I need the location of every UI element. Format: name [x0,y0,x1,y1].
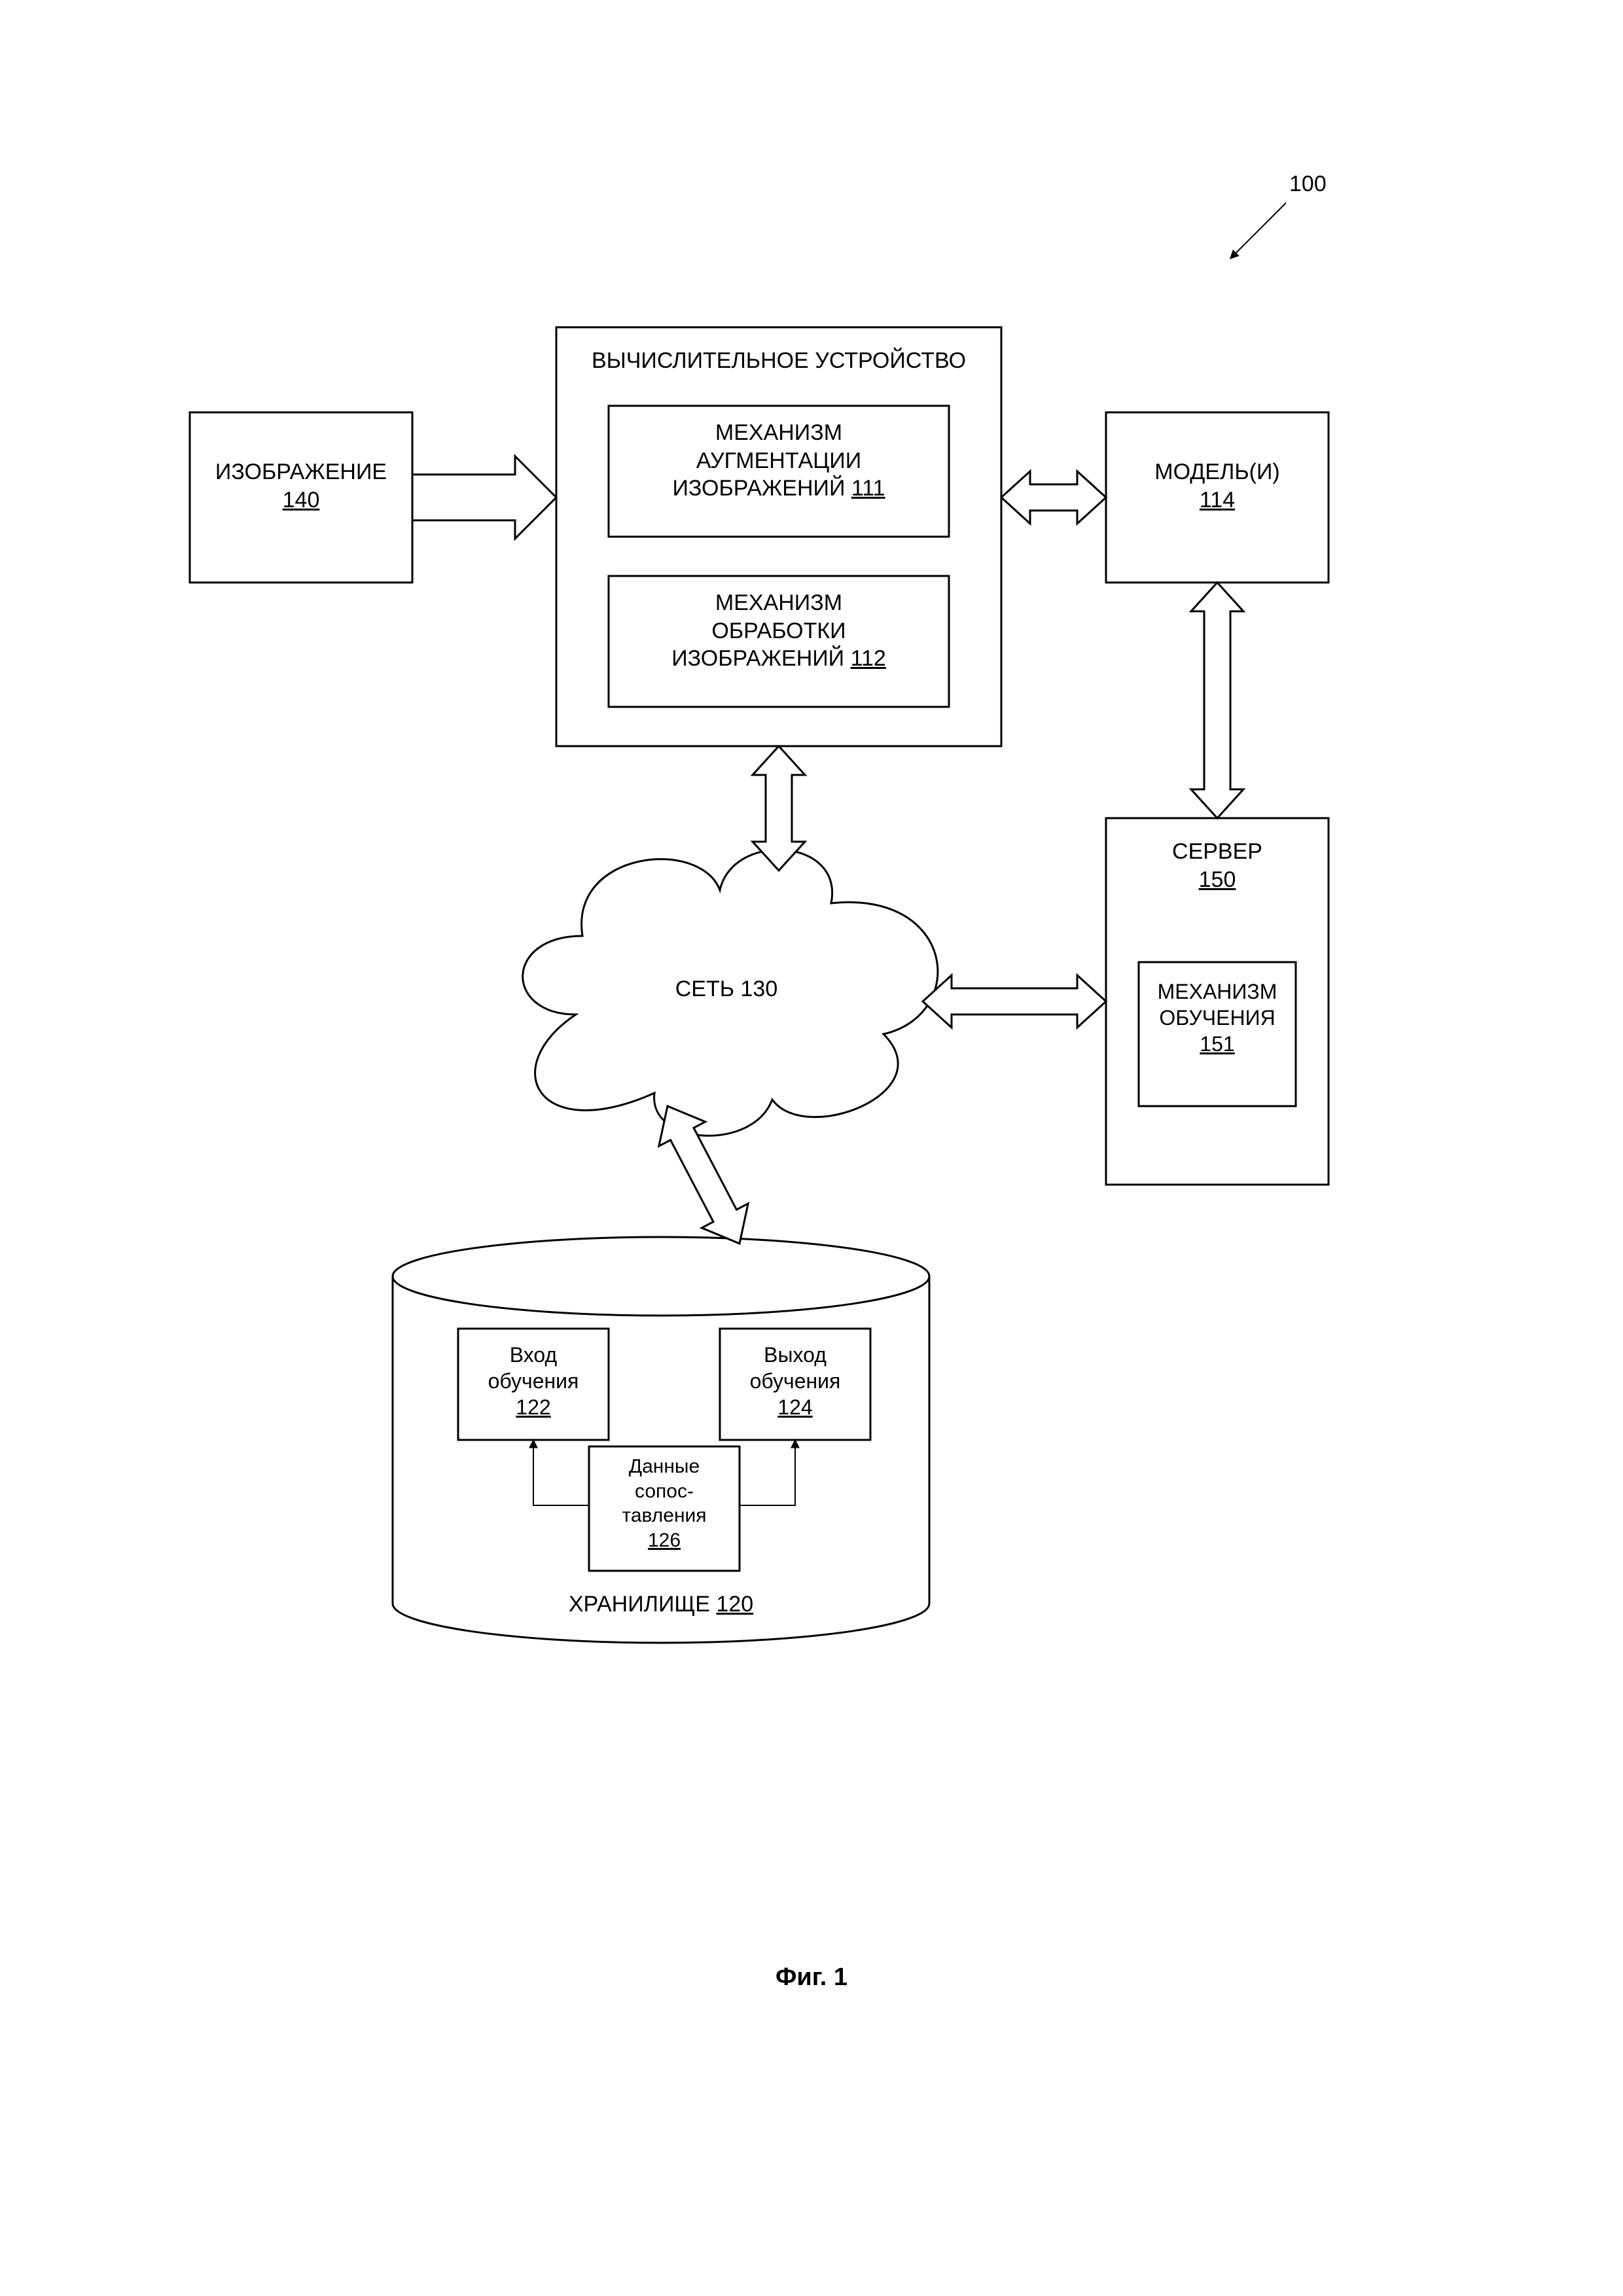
leader-ref-100 [1230,203,1286,259]
arrow-image-to-device [412,456,556,539]
processing-block-label: МЕХАНИЗМ ОБРАБОТКИ ИЗОБРАЖЕНИЙ 112 [609,589,949,673]
server-block-title: СЕРВЕР 150 [1106,838,1329,893]
device-block-title: ВЫЧИСЛИТЕЛЬНОЕ УСТРОЙСТВО [556,347,1001,375]
network-cloud-label: СЕТЬ 130 [530,975,923,1003]
storage-block-title: ХРАНИЛИЩЕ 120 [393,1590,929,1619]
arrow-models-server [1191,583,1243,818]
mapping-block-label: Данные сопос- тавления 126 [589,1454,740,1552]
arrow-network-server [923,975,1106,1028]
arrow-device-models [1001,471,1106,524]
train-in-block-label: Вход обучения 122 [458,1342,609,1420]
augmentation-block-label: МЕХАНИЗМ АУГМЕНТАЦИИ ИЗОБРАЖЕНИЙ 111 [609,419,949,503]
training-block-label: МЕХАНИЗМ ОБУЧЕНИЯ 151 [1139,978,1296,1057]
storage-cylinder-top [393,1237,929,1316]
train-out-block-label: Выход обучения 124 [720,1342,870,1420]
image-block-label: ИЗОБРАЖЕНИЕ 140 [190,458,412,514]
figure-caption: Фиг. 1 [0,1964,1623,1992]
diagram-svg [0,0,1623,2296]
models-block-label: МОДЕЛЬ(И) 114 [1106,458,1329,514]
figure-ref-number: 100 [1289,170,1327,198]
